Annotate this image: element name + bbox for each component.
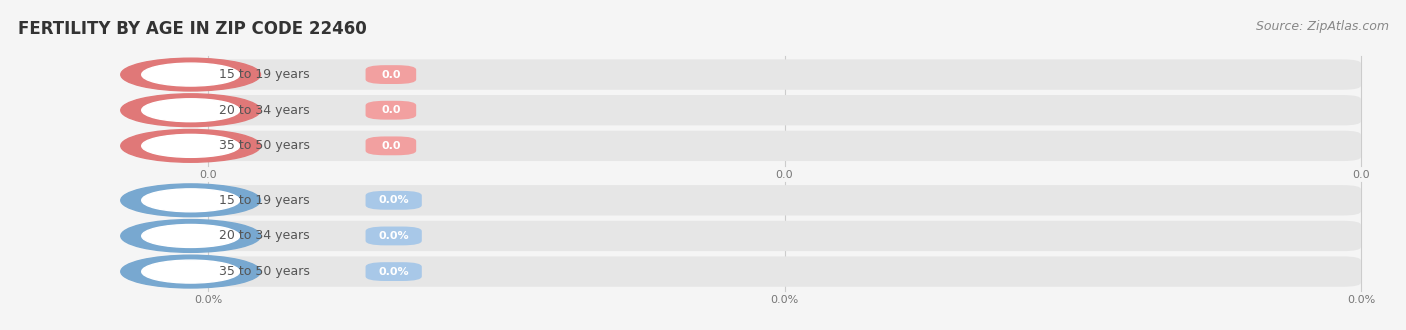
Text: 0.0%: 0.0%: [378, 195, 409, 205]
Circle shape: [121, 184, 260, 217]
Text: 35 to 50 years: 35 to 50 years: [219, 265, 311, 278]
Circle shape: [142, 99, 239, 122]
Circle shape: [142, 224, 239, 248]
Circle shape: [142, 63, 239, 86]
Text: FERTILITY BY AGE IN ZIP CODE 22460: FERTILITY BY AGE IN ZIP CODE 22460: [18, 20, 367, 38]
FancyBboxPatch shape: [208, 221, 1361, 251]
Text: 0.0%: 0.0%: [770, 295, 799, 305]
Circle shape: [121, 94, 260, 127]
Circle shape: [142, 189, 239, 212]
FancyBboxPatch shape: [366, 101, 416, 120]
FancyBboxPatch shape: [366, 226, 422, 246]
FancyBboxPatch shape: [208, 59, 1361, 90]
Text: 0.0: 0.0: [381, 141, 401, 151]
Circle shape: [121, 255, 260, 288]
Text: 0.0: 0.0: [381, 70, 401, 80]
Text: Source: ZipAtlas.com: Source: ZipAtlas.com: [1256, 20, 1389, 33]
FancyBboxPatch shape: [366, 136, 416, 155]
Circle shape: [121, 219, 260, 252]
FancyBboxPatch shape: [208, 95, 1361, 125]
FancyBboxPatch shape: [366, 65, 416, 84]
Text: 0.0%: 0.0%: [1347, 295, 1375, 305]
Circle shape: [121, 58, 260, 91]
Text: 35 to 50 years: 35 to 50 years: [219, 139, 311, 152]
Text: 15 to 19 years: 15 to 19 years: [219, 194, 309, 207]
Text: 0.0%: 0.0%: [194, 295, 222, 305]
FancyBboxPatch shape: [208, 185, 1361, 215]
FancyBboxPatch shape: [366, 262, 422, 281]
FancyBboxPatch shape: [208, 131, 1361, 161]
Text: 0.0: 0.0: [381, 105, 401, 115]
Text: 0.0: 0.0: [776, 170, 793, 180]
Text: 0.0: 0.0: [1353, 170, 1369, 180]
Circle shape: [121, 129, 260, 162]
Text: 0.0%: 0.0%: [378, 267, 409, 277]
Text: 15 to 19 years: 15 to 19 years: [219, 68, 309, 81]
Circle shape: [142, 134, 239, 157]
FancyBboxPatch shape: [208, 256, 1361, 287]
FancyBboxPatch shape: [366, 191, 422, 210]
Circle shape: [142, 260, 239, 283]
Text: 20 to 34 years: 20 to 34 years: [219, 229, 309, 243]
Text: 0.0: 0.0: [200, 170, 217, 180]
Text: 0.0%: 0.0%: [378, 231, 409, 241]
Text: 20 to 34 years: 20 to 34 years: [219, 104, 309, 117]
